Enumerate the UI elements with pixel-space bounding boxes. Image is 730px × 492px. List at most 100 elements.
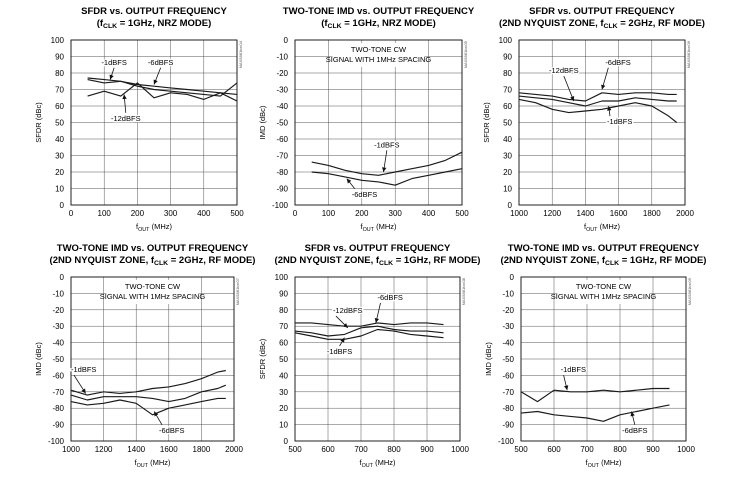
x-tick-label: 600	[547, 445, 561, 454]
annotation-arrowhead	[630, 411, 635, 417]
annotation-label: -1dBFS	[327, 347, 352, 356]
x-tick-label: 500	[288, 445, 302, 454]
y-tick-label: 80	[279, 306, 288, 315]
figure-id-tag: MAX5881toc09	[687, 277, 692, 305]
y-tick-label: -40	[276, 102, 288, 111]
y-tick-label: 80	[55, 69, 64, 78]
y-tick-label: -90	[52, 421, 64, 430]
x-tick-label: 1400	[577, 209, 595, 218]
annotation-arrowhead	[343, 323, 348, 328]
plot-frame	[518, 39, 686, 206]
series-line-3	[518, 98, 678, 123]
y-tick-label: -70	[502, 388, 514, 397]
y-axis-label: SFDR (dBc)	[482, 102, 491, 143]
annotation-label: -1dBFS	[374, 140, 399, 149]
x-tick-label: 1200	[543, 209, 561, 218]
y-tick-label: 90	[503, 53, 512, 62]
x-tick-label: 2000	[676, 209, 694, 218]
y-tick-label: -90	[276, 185, 288, 194]
chart-title: TWO-TONE IMD vs. OUTPUT FREQUENCY	[283, 6, 475, 17]
y-tick-label: -50	[502, 355, 514, 364]
chart-subtitle: (fCLK = 1GHz, NRZ MODE)	[97, 18, 212, 30]
note-text: SIGNAL WITH 1MHz SPACING	[326, 55, 432, 64]
x-axis-label: fOUT (MHz)	[136, 222, 172, 233]
y-tick-label: 70	[503, 86, 512, 95]
x-tick-label: 1400	[127, 445, 145, 454]
series-line-2	[520, 404, 670, 422]
figure-id-tag: MAX5881toc05	[463, 40, 468, 68]
series-line-2	[294, 325, 444, 337]
x-tick-label: 100	[98, 209, 112, 218]
y-tick-label: 40	[503, 135, 512, 144]
x-tick-label: 300	[389, 209, 403, 218]
x-tick-label: 900	[646, 445, 660, 454]
note-text: TWO-TONE CW	[351, 45, 407, 54]
chart-title: TWO-TONE IMD vs. OUTPUT FREQUENCY	[57, 243, 249, 254]
figure-id-tag: MAX5881toc04	[238, 40, 243, 68]
note-background	[557, 280, 650, 304]
annotation-label: -6dBFS	[352, 190, 377, 199]
y-tick-label: 20	[55, 168, 64, 177]
x-tick-label: 200	[355, 209, 369, 218]
x-axis-label: fOUT (MHz)	[584, 222, 620, 233]
note-text: TWO-TONE CW	[576, 282, 632, 291]
y-tick-label: 0	[284, 36, 289, 45]
y-tick-label: 0	[284, 437, 289, 446]
note-text: TWO-TONE CW	[125, 282, 181, 291]
annotation-arrowhead	[374, 318, 380, 323]
x-tick-label: 1600	[160, 445, 178, 454]
annotation-label: -6dBFS	[159, 426, 184, 435]
y-tick-label: -60	[276, 135, 288, 144]
x-tick-label: 1000	[62, 445, 80, 454]
annotation-arrowhead	[564, 385, 569, 391]
grid-lines	[518, 39, 686, 206]
y-tick-label: 20	[503, 168, 512, 177]
plot-frame	[70, 39, 238, 206]
series-line-1	[520, 387, 670, 403]
y-tick-label: -100	[498, 437, 515, 446]
annotation-arrowhead	[154, 411, 159, 417]
y-tick-label: -60	[52, 371, 64, 380]
chart-panel-3: SFDR vs. OUTPUT FREQUENCY(2ND NYQUIST ZO…	[482, 6, 705, 233]
chart-subtitle: (2ND NYQUIST ZONE, fCLK = 1GHz, RF MODE)	[275, 255, 481, 267]
y-axis-label: SFDR (dBc)	[258, 338, 267, 379]
series-line-2	[518, 95, 677, 107]
plot-frame	[294, 276, 461, 442]
y-tick-label: -20	[52, 306, 64, 315]
x-tick-label: 800	[387, 445, 401, 454]
note-text: SIGNAL WITH 1MHz SPACING	[100, 292, 206, 301]
x-axis-label: fOUT (MHz)	[360, 458, 396, 469]
chart-panel-5: SFDR vs. OUTPUT FREQUENCY(2ND NYQUIST ZO…	[258, 243, 480, 469]
chart-title: SFDR vs. OUTPUT FREQUENCY	[305, 243, 451, 254]
x-tick-label: 500	[455, 209, 469, 218]
plot-frame	[70, 276, 235, 442]
annotation-label: -1dBFS	[101, 58, 126, 67]
y-tick-label: 100	[51, 36, 65, 45]
x-tick-label: 2000	[225, 445, 243, 454]
x-tick-label: 700	[580, 445, 594, 454]
series-line-2	[87, 79, 238, 97]
chart-subtitle: (2ND NYQUIST ZONE, fCLK = 1GHz, RF MODE)	[501, 255, 707, 267]
x-tick-label: 400	[197, 209, 211, 218]
x-tick-label: 400	[422, 209, 436, 218]
x-tick-label: 0	[293, 209, 298, 218]
annotation-label: -6dBFS	[605, 58, 630, 67]
series-line-1	[70, 369, 226, 396]
series-line-1	[311, 151, 463, 176]
y-tick-label: -70	[52, 388, 64, 397]
y-tick-label: 40	[55, 135, 64, 144]
y-tick-label: 100	[499, 36, 513, 45]
x-tick-label: 900	[420, 445, 434, 454]
y-tick-label: 30	[503, 152, 512, 161]
y-tick-label: -50	[276, 119, 288, 128]
annotation-arrowhead	[153, 79, 158, 85]
y-tick-label: -80	[276, 168, 288, 177]
y-tick-label: -90	[502, 421, 514, 430]
chart-panel-1: SFDR vs. OUTPUT FREQUENCY(fCLK = 1GHz, N…	[34, 6, 244, 233]
x-tick-label: 300	[164, 209, 178, 218]
chart-title: TWO-TONE IMD vs. OUTPUT FREQUENCY	[508, 243, 700, 254]
annotation-label: -1dBFS	[607, 117, 632, 126]
x-tick-label: 1800	[193, 445, 211, 454]
y-tick-label: 60	[279, 339, 288, 348]
